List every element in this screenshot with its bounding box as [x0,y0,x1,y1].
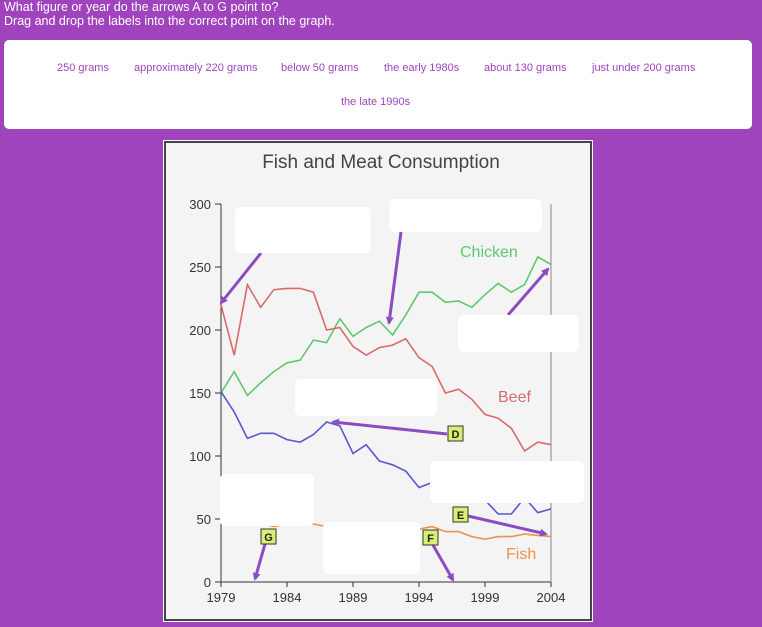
arrow-tag-f: F [427,533,434,545]
instruction-line-1: What figure or year do the arrows A to G… [4,0,279,14]
arrow-a [219,252,263,305]
y-tick-label: 250 [189,260,211,275]
label-chip-just-under-200-grams[interactable]: just under 200 grams [592,62,696,74]
dropzone-f[interactable] [323,522,420,574]
series-label-fish: Fish [506,546,536,563]
arrow-tag-f-box [422,529,439,546]
arrow-tag-g: G [264,532,273,544]
x-tick-label: 2004 [537,590,566,605]
x-tick-label: 1999 [471,590,500,605]
x-tick-label: 1984 [273,590,302,605]
y-tick-label: 50 [197,512,211,527]
instruction-line-2: Drag and drop the labels into the correc… [4,14,335,28]
label-chip-the-early-1980s[interactable]: the early 1980s [384,62,460,74]
arrow-g [252,543,267,581]
label-chip-approximately-220-grams[interactable]: approximately 220 grams [134,62,258,74]
label-chip-about-130-grams[interactable]: about 130 grams [484,62,567,74]
dropzone-e[interactable] [430,461,584,503]
chart-title: Fish and Meat Consumption [262,152,500,173]
series-line-chicken [220,255,552,397]
arrow-b [385,231,403,325]
arrow-e [467,514,548,537]
arrow-tag-g-box [260,528,277,545]
arrow-tag-d-box [447,425,464,442]
dropzone-c[interactable] [458,315,579,352]
instructions: What figure or year do the arrows A to G… [4,0,335,28]
dropzone-b[interactable] [389,199,542,232]
arrow-tag-d: D [452,429,460,441]
dropzone-d[interactable] [295,379,437,416]
dropzone-g[interactable] [220,474,314,526]
arrow-tag-e-box [452,506,469,523]
dropzone-a[interactable] [235,207,371,253]
arrow-c [506,267,550,316]
x-tick-label: 1989 [339,590,368,605]
arrow-d [331,418,448,436]
label-chip-below-50-grams[interactable]: below 50 grams [281,62,359,74]
x-tick-label: 1979 [207,590,236,605]
label-chip-250-grams[interactable]: 250 grams [57,62,109,74]
y-tick-label: 100 [189,449,211,464]
arrow-tag-e: E [457,510,464,522]
series-label-chicken: Chicken [460,244,518,261]
label-bank: 250 grams approximately 220 grams below … [4,40,752,129]
y-tick-label: 0 [204,575,211,590]
label-chip-the-late-1990s[interactable]: the late 1990s [341,96,411,108]
y-tick-label: 200 [189,323,211,338]
series-line-beef [220,282,552,453]
x-tick-label: 1994 [405,590,434,605]
y-tick-label: 300 [189,197,211,212]
series-label-beef: Beef [498,389,531,406]
arrow-f [431,544,455,582]
series-line-series-3 [220,391,552,515]
y-tick-label: 150 [189,386,211,401]
